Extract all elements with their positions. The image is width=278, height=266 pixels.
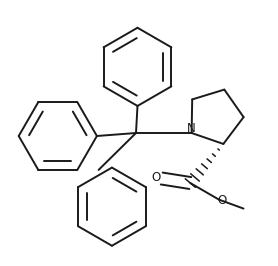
Text: O: O xyxy=(218,194,227,207)
Text: O: O xyxy=(151,171,160,184)
Text: N: N xyxy=(187,122,196,135)
